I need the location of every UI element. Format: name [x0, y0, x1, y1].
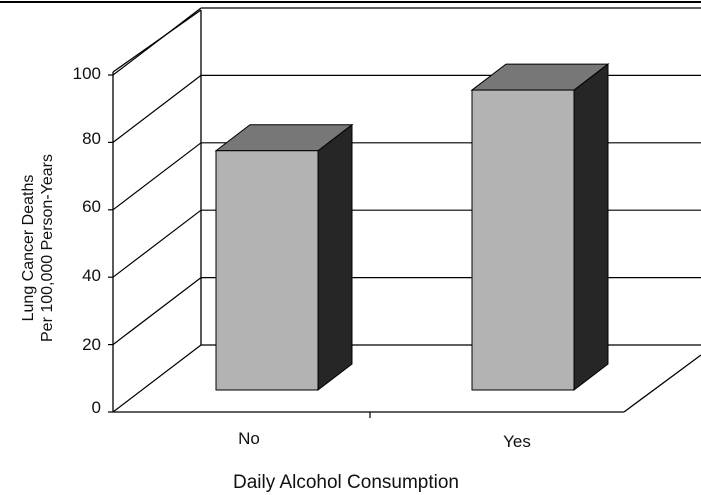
bar-side-face — [317, 123, 353, 392]
y-tick-label-60: 60 — [82, 197, 101, 216]
gridline-side-0 — [112, 344, 202, 413]
x-category-label-yes: Yes — [503, 432, 531, 451]
x-axis-title: Daily Alcohol Consumption — [233, 472, 459, 493]
y-axis-title-line-1: Lung Cancer Deaths — [20, 175, 37, 322]
bars-layer — [214, 63, 610, 392]
gridline-side-100 — [112, 7, 202, 76]
y-tick-label-0: 0 — [92, 398, 101, 417]
bar-yes — [470, 63, 610, 392]
bar-front-face — [471, 89, 575, 391]
gridline-side-60 — [112, 142, 202, 211]
gridline-side-20 — [112, 277, 202, 346]
y-axis-title: Lung Cancer Deaths Per 100,000 Person-Ye… — [20, 154, 56, 342]
gridline-side-40 — [112, 209, 202, 278]
x-category-label-no: No — [238, 429, 260, 448]
gridline-side-80 — [112, 74, 202, 143]
grid-layer — [108, 7, 701, 418]
bar-side-face — [573, 63, 609, 392]
y-tick-label-40: 40 — [82, 266, 101, 285]
y-tick-labels: 0 20 40 60 80 100 — [73, 64, 101, 417]
floor-right-edge — [623, 354, 701, 413]
bar-no — [214, 123, 354, 392]
y-tick-label-20: 20 — [82, 335, 101, 354]
y-axis-title-line-2: Per 100,000 Person-Years — [39, 154, 56, 342]
y-tick-label-80: 80 — [82, 129, 101, 148]
y-tick-label-100: 100 — [73, 64, 101, 83]
bar-front-face — [215, 150, 319, 391]
